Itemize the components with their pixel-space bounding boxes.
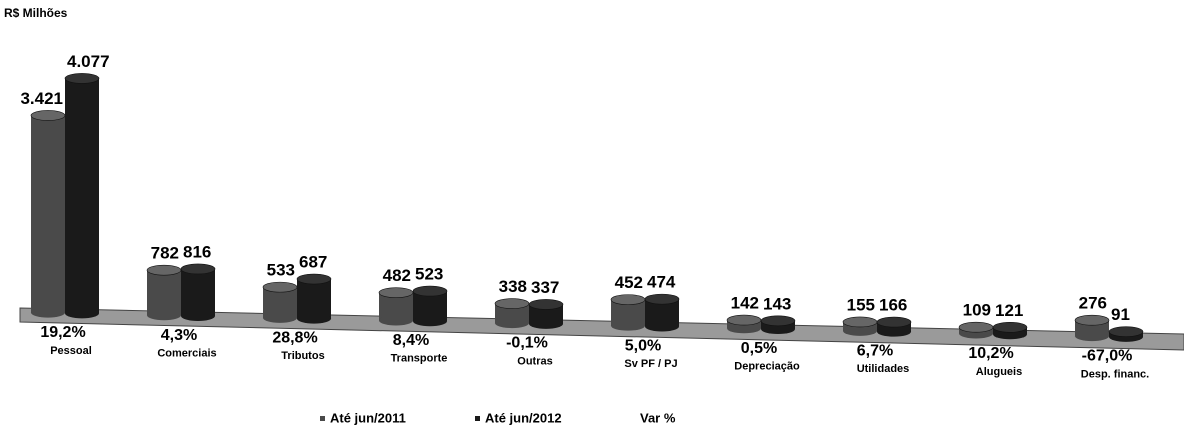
bar-top	[296, 273, 332, 285]
x-tick-label: Transporte	[391, 353, 448, 365]
value-label: 482	[383, 266, 411, 285]
bar-top	[262, 281, 298, 293]
value-label: 109	[963, 301, 991, 320]
bar-top	[1108, 326, 1144, 337]
bar-base	[727, 323, 761, 334]
chart-title: R$ Milhões	[4, 6, 68, 20]
var-label: 0,5%	[741, 340, 777, 357]
value-label: 121	[995, 301, 1023, 320]
bar-base	[31, 307, 65, 318]
value-label: 91	[1111, 305, 1130, 324]
x-tick-label: Pessoal	[50, 345, 92, 357]
value-label: 4.077	[67, 52, 110, 71]
var-label: 8,4%	[393, 332, 429, 349]
value-label: 687	[299, 253, 327, 272]
bar-base	[645, 321, 679, 332]
bar-top	[726, 314, 762, 326]
bar-top	[30, 110, 66, 121]
bar	[495, 303, 529, 324]
value-label: 166	[879, 296, 907, 315]
bar-base	[843, 325, 877, 336]
bar-top	[958, 321, 994, 333]
bar	[65, 78, 99, 314]
value-label: 338	[499, 277, 527, 296]
bar-base	[181, 311, 215, 322]
bar-top	[992, 322, 1028, 333]
bar-top	[528, 299, 564, 310]
bar-top	[842, 316, 878, 328]
bar-top	[1074, 314, 1110, 326]
var-label: 19,2%	[40, 324, 85, 341]
legend-label: Até jun/2011	[330, 410, 406, 425]
x-tick-label: Sv PF / PJ	[624, 358, 677, 370]
value-label: 143	[763, 294, 791, 313]
bar-top	[378, 287, 414, 298]
bar-top	[760, 315, 796, 327]
bar-base	[413, 316, 447, 327]
value-label: 782	[151, 244, 179, 263]
var-label: 6,7%	[857, 343, 893, 360]
x-tick-label: Desp. financ.	[1081, 368, 1149, 380]
x-tick-label: Tributos	[281, 350, 324, 362]
bar-top	[64, 73, 100, 84]
value-label: 816	[183, 242, 211, 261]
bar-base	[297, 313, 331, 324]
value-label: 523	[415, 265, 443, 284]
bar-base	[761, 324, 795, 335]
value-label: 474	[647, 273, 676, 292]
legend-label: Até jun/2012	[485, 410, 562, 425]
bar-base	[1075, 331, 1109, 342]
bar-top	[494, 298, 530, 309]
bar	[181, 268, 215, 317]
var-label: -67,0%	[1082, 348, 1133, 365]
bar	[31, 115, 65, 313]
bar-top	[146, 264, 182, 276]
value-label: 276	[1079, 294, 1107, 313]
var-label: 5,0%	[625, 337, 661, 354]
x-tick-label: Utilidades	[857, 363, 910, 375]
bar-base	[877, 326, 911, 337]
bar-top	[644, 293, 680, 305]
var-label: 28,8%	[272, 329, 317, 346]
bar-base	[379, 315, 413, 326]
var-label: 4,3%	[161, 327, 197, 344]
x-tick-label: Comerciais	[157, 348, 216, 360]
value-label: 452	[615, 273, 643, 292]
legend-swatch	[475, 416, 480, 421]
bar-base	[147, 310, 181, 321]
bar-top	[412, 285, 448, 297]
bar	[529, 304, 563, 324]
bar-top	[610, 294, 646, 305]
var-label: 10,2%	[968, 345, 1013, 362]
x-tick-label: Depreciação	[734, 361, 800, 373]
value-label: 337	[531, 278, 559, 297]
bar-base	[263, 312, 297, 323]
bar-base	[65, 308, 99, 319]
bar-base	[495, 318, 529, 329]
legend-label: Var %	[640, 410, 676, 425]
var-label: -0,1%	[506, 335, 548, 352]
x-tick-label: Outras	[517, 355, 552, 367]
value-label: 155	[847, 295, 875, 314]
bar-top	[876, 316, 912, 328]
bar-base	[529, 318, 563, 329]
value-label: 533	[267, 261, 295, 280]
x-tick-label: Alugueis	[976, 366, 1022, 378]
legend-swatch	[320, 416, 325, 421]
bar-base	[611, 320, 645, 331]
value-label: 3.421	[20, 89, 63, 108]
bar	[297, 279, 331, 319]
value-label: 142	[731, 294, 759, 313]
bar	[147, 270, 181, 316]
bar-top	[180, 263, 216, 275]
